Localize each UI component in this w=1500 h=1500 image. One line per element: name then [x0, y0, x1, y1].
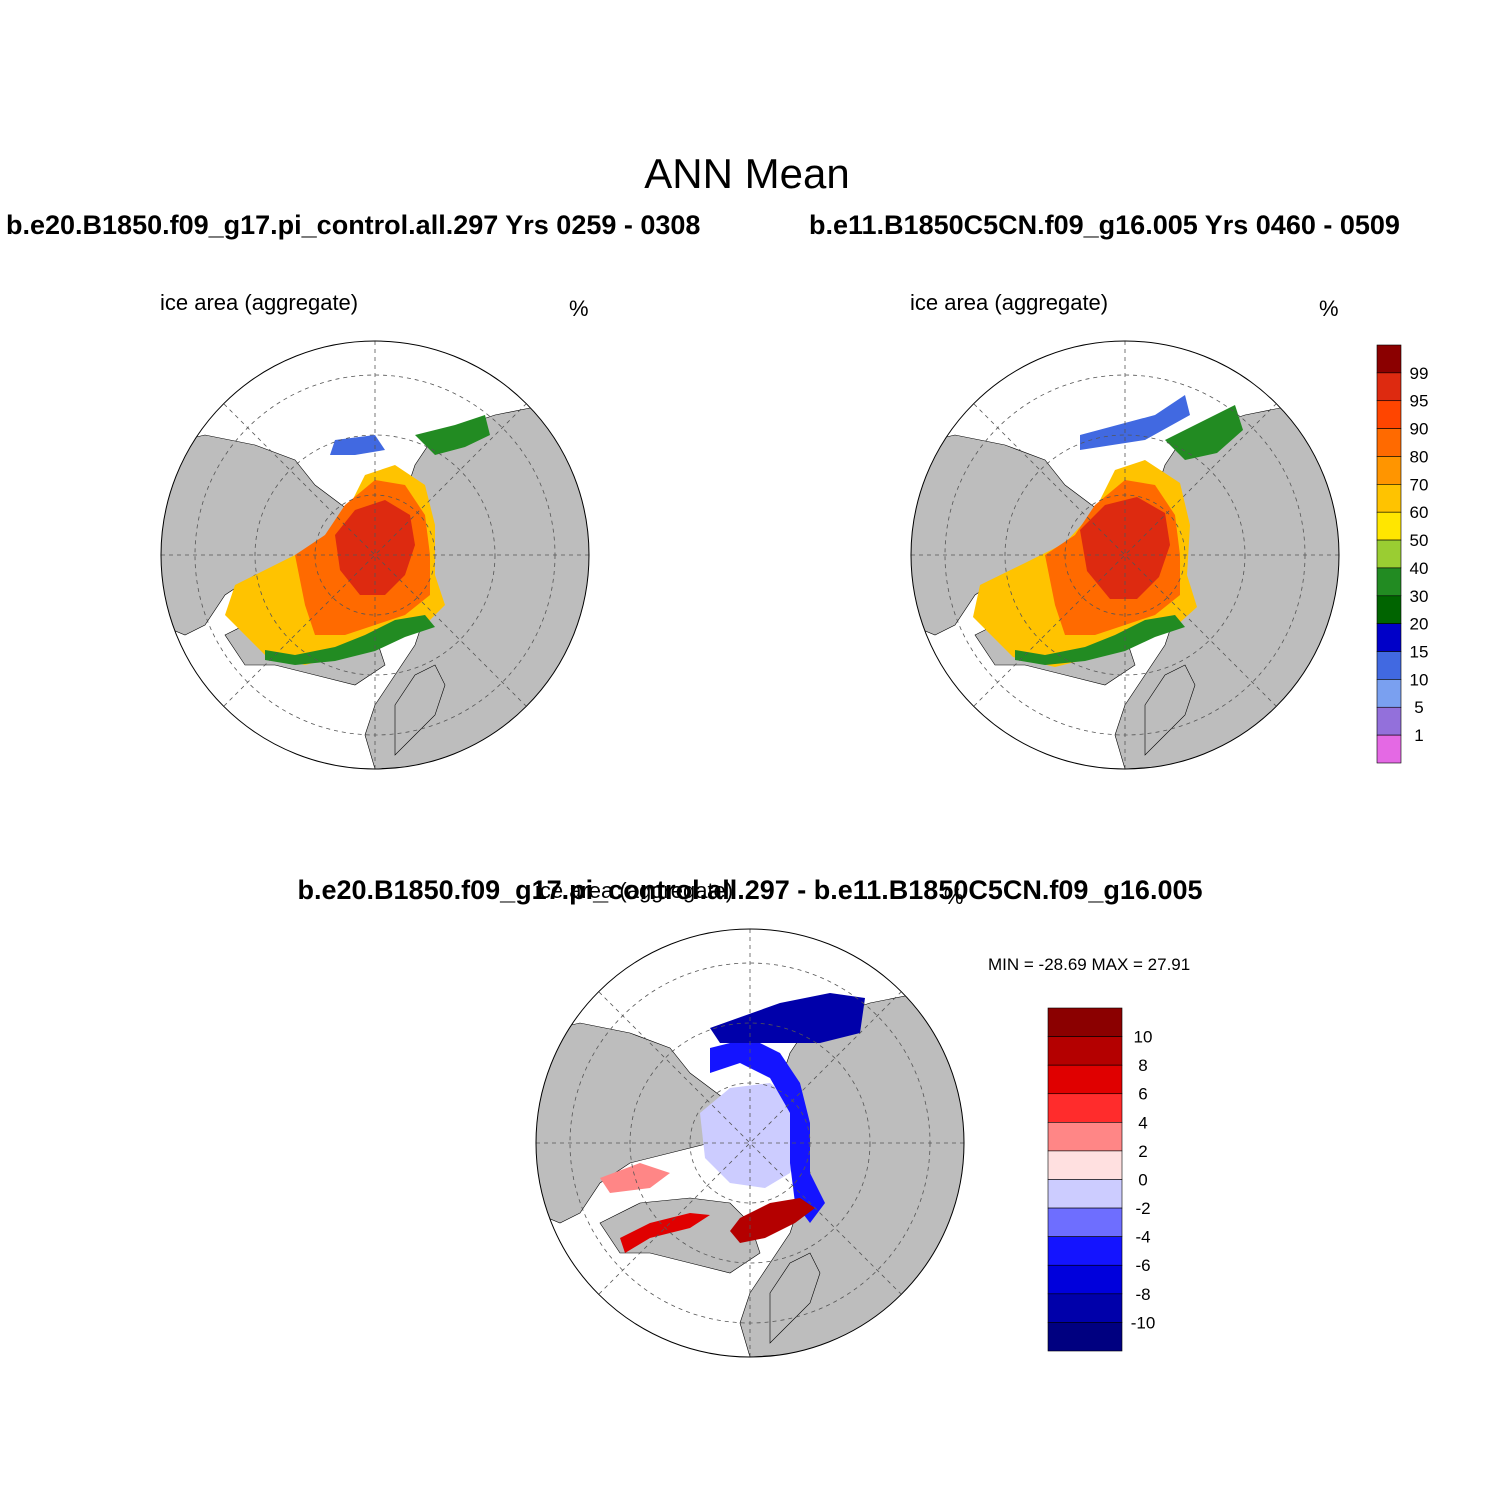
- ice-colorbar: 99 95 90 80 70 60 50 40 30 20 15 10 5 1: [1376, 344, 1429, 764]
- diff-colorbar-tick-label: -2: [1135, 1199, 1150, 1218]
- ice-colorbar-swatch: [1376, 372, 1402, 402]
- ice-colorbar-tick-label: 80: [1410, 447, 1429, 466]
- sea-ice-edge-pacific: [415, 415, 490, 455]
- diff-polar-map: [535, 928, 965, 1358]
- ice-colorbar-tick-label: 10: [1410, 670, 1429, 689]
- diff-colorbar-tick-label: 4: [1138, 1113, 1147, 1132]
- ice-colorbar-swatch: [1376, 623, 1402, 652]
- sea-ice-core: [1080, 497, 1170, 599]
- diff-colorbar-swatch: [1047, 1122, 1123, 1152]
- case2-units-label: %: [1319, 296, 1339, 321]
- map-border: [910, 340, 1340, 770]
- sea-ice-edge-atlantic: [265, 615, 435, 665]
- diff-colorbar-swatch: [1047, 1179, 1123, 1209]
- ice-colorbar-tick-label: 50: [1410, 531, 1429, 550]
- ice-colorbar-tick-label: 20: [1410, 615, 1429, 634]
- ice-colorbar-tick-label: 15: [1410, 642, 1429, 661]
- ice-colorbar-tick-label: 40: [1410, 559, 1429, 578]
- land-scandinavia: [1144, 664, 1196, 756]
- ice-colorbar-swatch: [1376, 511, 1402, 541]
- diff-colorbar-tick-label: 8: [1138, 1056, 1147, 1075]
- ice-colorbar-swatch: [1376, 567, 1402, 597]
- diff-min-max-stats: MIN = -28.69 MAX = 27.91: [988, 955, 1191, 974]
- ice-colorbar-swatch: [1376, 651, 1402, 680]
- case1-variable-label: ice area (aggregate): [160, 290, 359, 315]
- diff-central-negative: [700, 1083, 800, 1188]
- diff-colorbar: 10 8 6 4 2 0 -2 -4 -6 -8 -10: [1047, 1007, 1156, 1352]
- diff-pacific-negative: [710, 993, 865, 1043]
- diff-colorbar-swatch: [1047, 1264, 1123, 1295]
- ice-colorbar-tick-label: 30: [1410, 587, 1429, 606]
- sea-ice-edge-okhotsk: [330, 435, 385, 455]
- ice-colorbar-tick-label: 1: [1414, 726, 1423, 745]
- land-scandinavia: [394, 664, 446, 756]
- case1-title: b.e20.B1850.f09_g17.pi_control.all.297 Y…: [6, 210, 701, 240]
- ice-colorbar-swatch: [1376, 595, 1402, 624]
- diff-colorbar-tick-label: 2: [1138, 1142, 1147, 1161]
- diff-atlantic-positive: [730, 1198, 815, 1243]
- diff-colorbar-swatch: [1047, 1007, 1123, 1037]
- diff-colorbar-tick-label: 10: [1134, 1028, 1153, 1047]
- ice-colorbar-swatch: [1376, 400, 1402, 429]
- map-border: [160, 340, 590, 770]
- diff-colorbar-tick-label: 0: [1138, 1170, 1147, 1189]
- sea-ice-edge-atlantic: [1015, 615, 1185, 665]
- map-grid: [161, 341, 589, 769]
- diff-colorbar-tick-label: -4: [1135, 1228, 1150, 1247]
- ice-colorbar-tick-label: 70: [1410, 475, 1429, 494]
- land-scandinavia: [769, 1252, 821, 1344]
- ice-colorbar-swatch: [1376, 484, 1402, 513]
- case1-polar-map: [160, 340, 590, 770]
- diff-colorbar-swatch: [1047, 1322, 1123, 1352]
- ice-colorbar-tick-label: 90: [1410, 420, 1429, 439]
- diff-colorbar-swatch: [1047, 1150, 1123, 1180]
- diff-variable-label: ice area (aggregate): [535, 878, 734, 903]
- ice-colorbar-tick-label: 60: [1410, 503, 1429, 522]
- sea-ice-edge-pacific: [1165, 405, 1243, 460]
- diff-colorbar-tick-label: -8: [1135, 1285, 1150, 1304]
- case2-variable-label: ice area (aggregate): [910, 290, 1109, 315]
- diff-colorbar-swatch: [1047, 1207, 1123, 1237]
- diff-colorbar-tick-label: 6: [1138, 1085, 1147, 1104]
- diff-colorbar-tick-label: -10: [1131, 1313, 1156, 1332]
- map-grid: [911, 341, 1339, 769]
- ice-colorbar-tick-label: 95: [1410, 392, 1429, 411]
- diff-colorbar-swatch: [1047, 1293, 1123, 1323]
- diff-units-label: %: [944, 884, 964, 909]
- diff-colorbar-swatch: [1047, 1093, 1123, 1123]
- figure-title: ANN Mean: [644, 150, 850, 197]
- map-border: [535, 928, 965, 1358]
- diff-title: b.e20.B1850.f09_g17.pi_control.all.297 -…: [297, 875, 1203, 905]
- ice-colorbar-tick-label: 99: [1410, 364, 1429, 383]
- case1-units-label: %: [569, 296, 589, 321]
- diff-hudson-mixed: [600, 1163, 670, 1193]
- diff-colorbar-swatch: [1047, 1236, 1123, 1266]
- ice-colorbar-swatch: [1376, 539, 1402, 569]
- ice-colorbar-swatch: [1376, 456, 1402, 485]
- sea-ice-core: [335, 500, 415, 595]
- diff-colorbar-swatch: [1047, 1036, 1123, 1066]
- case2-polar-map: [910, 340, 1340, 770]
- ice-colorbar-swatch: [1376, 734, 1402, 764]
- diff-colorbar-tick-label: -6: [1135, 1256, 1150, 1275]
- ice-colorbar-swatch: [1376, 706, 1402, 736]
- diff-colorbar-swatch: [1047, 1064, 1123, 1095]
- diff-siberian-negative: [710, 1038, 825, 1223]
- case2-title: b.e11.B1850C5CN.f09_g16.005 Yrs 0460 - 0…: [809, 210, 1400, 240]
- ice-colorbar-swatch: [1376, 428, 1402, 457]
- ice-colorbar-swatch: [1376, 679, 1402, 708]
- map-grid: [536, 929, 964, 1357]
- ice-colorbar-tick-label: 5: [1414, 698, 1423, 717]
- ice-colorbar-swatch: [1376, 344, 1402, 374]
- diff-labrador-positive: [620, 1213, 710, 1253]
